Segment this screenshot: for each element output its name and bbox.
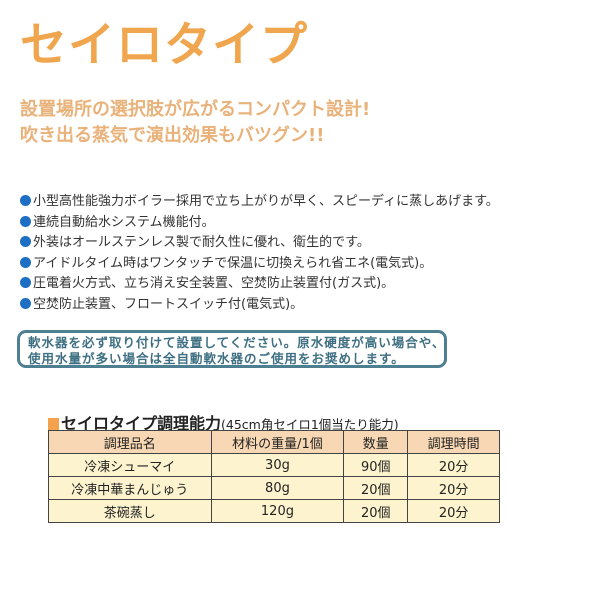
- feature-text: 圧電着火方式、立ち消え安全装置、空焚防止装置付(ガス式)。: [33, 276, 395, 292]
- table-row: 茶碗蒸し 120g 20個 20分: [48, 499, 500, 523]
- table-cell: 90個: [343, 453, 409, 477]
- bullet-icon: [20, 297, 31, 309]
- square-marker-icon: [48, 418, 59, 430]
- subtitle: 設置場所の選択肢が広がるコンパクト設計! 吹き出る蒸気で演出効果もバツグン!!: [20, 97, 370, 149]
- feature-text: 連続自動給水システム機能付。: [33, 214, 215, 230]
- table-cell: 20分: [407, 453, 500, 477]
- bullet-icon: [20, 256, 31, 268]
- notice-line: 使用水量が多い場合は全自動軟水器のご使用をお奨めします。: [28, 351, 405, 366]
- feature-item: 圧電着火方式、立ち消え安全装置、空焚防止装置付(ガス式)。: [20, 274, 499, 295]
- table-cell: 冷凍中華まんじゅう: [48, 476, 212, 500]
- feature-text: 空焚防止装置、フロートスイッチ付(電気式)。: [33, 296, 304, 312]
- table-row: 冷凍中華まんじゅう 80g 20個 20分: [48, 476, 500, 500]
- feature-item: アイドルタイム時はワンタッチで保温に切換えられ省エネ(電気式)。: [20, 254, 499, 275]
- table-row: 冷凍シューマイ 30g 90個 20分: [48, 453, 500, 477]
- table-cell: 20分: [407, 476, 500, 500]
- table-cell: 80g: [210, 476, 345, 500]
- column-header: 調理時間: [407, 430, 500, 454]
- feature-list: 小型高性能強力ボイラー採用で立ち上がりが早く、スピーディに蒸しあげます。 連続自…: [20, 192, 499, 316]
- page-title: セイロタイプ: [20, 18, 308, 73]
- bullet-icon: [20, 236, 31, 248]
- feature-text: 小型高性能強力ボイラー採用で立ち上がりが早く、スピーディに蒸しあげます。: [33, 194, 499, 209]
- bullet-icon: [20, 215, 31, 227]
- feature-text: アイドルタイム時はワンタッチで保温に切換えられ省エネ(電気式)。: [33, 255, 433, 271]
- table-cell: 20分: [407, 499, 500, 523]
- column-header: 調理品名: [48, 430, 212, 454]
- table-cell: 茶碗蒸し: [48, 499, 212, 523]
- feature-item: 小型高性能強力ボイラー採用で立ち上がりが早く、スピーディに蒸しあげます。: [20, 192, 499, 213]
- bullet-icon: [20, 277, 31, 289]
- column-header: 数量: [343, 430, 409, 454]
- cooking-capacity-table: 調理品名 材料の重量/1個 数量 調理時間 冷凍シューマイ 30g 90個 20…: [48, 430, 500, 523]
- table-cell: 120g: [210, 499, 345, 523]
- subtitle-line: 吹き出る蒸気で演出効果もバツグン!!: [20, 125, 325, 146]
- feature-item: 外装はオールステンレス製で耐久性に優れ、衛生的です。: [20, 233, 499, 254]
- table-note: (45cm角セイロ1個当たり能力): [221, 417, 399, 432]
- table-cell: 冷凍シューマイ: [48, 453, 212, 477]
- table-cell: 20個: [343, 499, 409, 523]
- table-header-row: 調理品名 材料の重量/1個 数量 調理時間: [48, 430, 500, 454]
- table-heading: セイロタイプ調理能力(45cm角セイロ1個当たり能力): [48, 410, 399, 434]
- table-cell: 20個: [343, 476, 409, 500]
- column-header: 材料の重量/1個: [210, 430, 345, 454]
- bullet-icon: [20, 195, 31, 206]
- feature-item: 連続自動給水システム機能付。: [20, 213, 499, 234]
- table-cell: 30g: [210, 453, 345, 477]
- notice-box: 軟水器を必ず取り付けて設置してください。原水硬度が高い場合や、 使用水量が多い場…: [17, 330, 447, 368]
- notice-line: 軟水器を必ず取り付けて設置してください。原水硬度が高い場合や、: [28, 335, 446, 350]
- subtitle-line: 設置場所の選択肢が広がるコンパクト設計!: [20, 99, 371, 120]
- feature-item: 空焚防止装置、フロートスイッチ付(電気式)。: [20, 295, 499, 316]
- feature-text: 外装はオールステンレス製で耐久性に優れ、衛生的です。: [33, 235, 370, 251]
- table-title: セイロタイプ調理能力: [61, 414, 222, 433]
